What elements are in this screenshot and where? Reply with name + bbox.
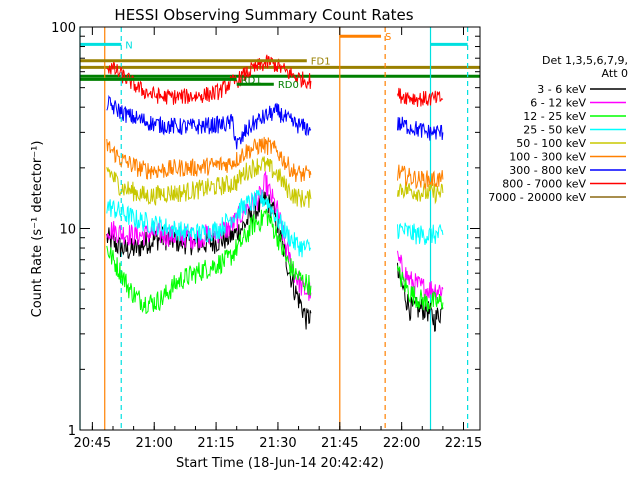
flag-label-RD0: RD0: [278, 80, 299, 91]
legend-header-0: Det 1,3,5,6,7,9,: [542, 54, 628, 67]
legend-entry-2: 12 - 25 keV: [523, 110, 586, 123]
x-tick-label-5: 22:00: [383, 436, 420, 451]
series-7-segment-0: [106, 54, 312, 105]
series-6-segment-1: [397, 116, 444, 141]
y-tick-label-1: 10: [59, 223, 76, 238]
legend-header-1: Att 0: [602, 67, 628, 80]
flag-label-S: S: [385, 32, 391, 43]
legend-entry-0: 3 - 6 keV: [537, 83, 586, 96]
series-2-segment-0: [106, 208, 312, 314]
series-5-segment-0: [106, 136, 312, 183]
series-4-segment-0: [106, 156, 312, 208]
series-7-segment-1: [397, 87, 444, 107]
x-tick-label-2: 21:15: [197, 436, 234, 451]
series-4-segment-1: [397, 181, 444, 205]
chart-title: HESSI Observing Summary Count Rates: [114, 6, 413, 24]
series-2-segment-1: [397, 265, 444, 312]
x-axis-label: Start Time (18-Jun-14 20:42:42): [176, 456, 384, 471]
x-tick-label-1: 21:00: [135, 436, 172, 451]
flag-label-RD1: RD1: [241, 75, 262, 86]
series-6-segment-0: [106, 94, 312, 150]
series-0-segment-1: [397, 262, 444, 332]
legend-entry-4: 50 - 100 keV: [516, 137, 586, 150]
series-1-segment-1: [397, 250, 444, 302]
legend-entry-3: 25 - 50 keV: [523, 124, 586, 137]
y-tick-label-2: 100: [51, 21, 76, 36]
legend-entry-8: 7000 - 20000 keV: [488, 191, 586, 204]
legend-entry-5: 100 - 300 keV: [509, 151, 586, 164]
legend-entry-7: 800 - 7000 keV: [502, 178, 586, 191]
series-3-segment-1: [397, 222, 444, 245]
series-5-segment-1: [397, 164, 444, 191]
legend-entry-1: 6 - 12 keV: [530, 97, 586, 110]
y-axis-label: Count Rate (s⁻¹ detector⁻¹): [30, 141, 45, 318]
series-3-segment-0: [106, 189, 312, 258]
y-tick-label-0: 1: [68, 424, 76, 439]
flag-label-FD1: FD1: [311, 57, 331, 68]
legend-entry-6: 300 - 800 keV: [509, 164, 586, 177]
flag-label-N: N: [125, 40, 132, 51]
x-tick-label-6: 22:15: [445, 436, 482, 451]
x-tick-label-4: 21:45: [321, 436, 358, 451]
x-tick-label-3: 21:30: [259, 436, 296, 451]
x-tick-label-0: 20:45: [74, 436, 111, 451]
